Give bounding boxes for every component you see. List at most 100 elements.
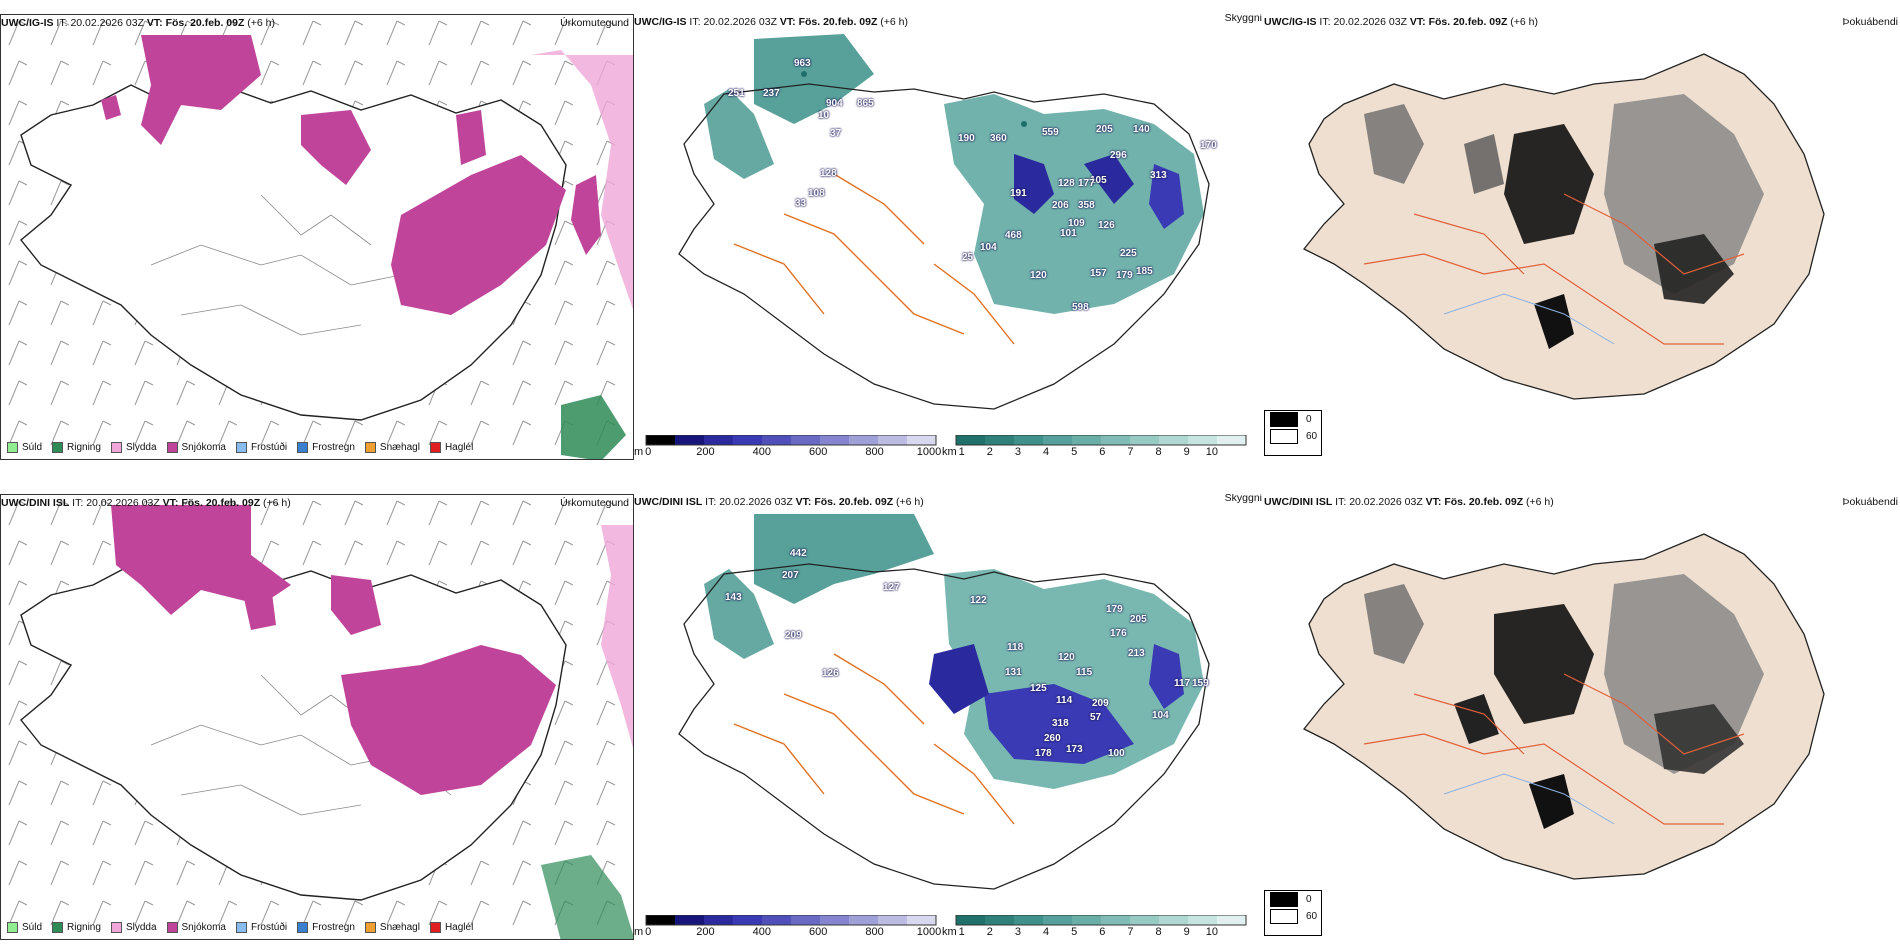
station-value-label: 191 [1010, 188, 1027, 199]
station-value-label: 108 [808, 188, 825, 199]
visibility-colorbar-swatches [955, 434, 1247, 446]
station-value-label: 207 [782, 570, 799, 581]
visibility-tick: 2 [986, 926, 993, 938]
fog-map-1 [1302, 53, 1825, 400]
station-value-label: 25 [962, 252, 974, 263]
visibility-tick: 3 [1014, 446, 1022, 458]
fog-panel-1: UWC/IG-IS IT: 20.02.2026 03Z VT: Fös. 20… [1264, 14, 1900, 460]
ceiling-tick: 600 [809, 926, 828, 938]
station-value-label: 120 [1058, 652, 1075, 663]
visibility-colorbar-swatches [955, 914, 1247, 926]
ceiling-unit: m [634, 926, 644, 938]
legend-item: Haglél [429, 922, 473, 933]
ceiling-tick: 200 [696, 446, 715, 458]
precip-type-panel-2: UWC/DINI ISL IT: 20.02.2026 03Z VT: Fös.… [0, 494, 634, 940]
panel-title-precip-2: Úrkomutegund [560, 497, 629, 509]
ceiling-visibility-panel-1: UWC/IG-IS IT: 20.02.2026 03Z VT: Fös. 20… [634, 14, 1264, 460]
legend-item: Frostregn [297, 922, 355, 933]
legend-swatch [52, 922, 64, 933]
station-value-label: 468 [1005, 230, 1022, 241]
visibility-tick: 8 [1155, 926, 1162, 938]
station-value-label: 313 [1150, 170, 1167, 181]
station-value-label: 143 [725, 592, 742, 603]
station-value-label: 185 [1136, 266, 1153, 277]
visibility-tick: 9 [1183, 926, 1190, 938]
fog-map-2 [1302, 533, 1825, 880]
legend-swatch [7, 922, 18, 933]
station-value-label: 237 [763, 88, 780, 99]
ceiling-tick: 0 [645, 446, 652, 458]
station-value-label: 213 [1128, 648, 1145, 659]
legend-swatch [364, 442, 376, 453]
legend-swatch [429, 442, 441, 453]
station-value-label: 190 [958, 133, 975, 144]
station-value-label: 128 [1058, 178, 1075, 189]
visibility-tick: 7 [1127, 446, 1134, 458]
panel-header-2a: UWC/DINI ISL IT: 20.02.2026 03Z VT: Fös.… [1, 497, 291, 509]
legend-item: Snæhagl [364, 922, 420, 933]
station-value-label: 57 [1090, 712, 1102, 723]
station-value-label: 157 [1090, 268, 1107, 279]
ceiling-visibility-panel-2: UWC/DINI ISL IT: 20.02.2026 03Z VT: Fös.… [634, 494, 1264, 940]
fog-panel-2: UWC/DINI ISL IT: 20.02.2026 03Z VT: Fös.… [1264, 494, 1900, 940]
station-value-label: 37 [830, 128, 842, 139]
visibility-tick: 10 [1205, 926, 1219, 938]
legend-swatch [235, 922, 247, 933]
legend-item: Frostúði [235, 922, 287, 933]
legend-swatch [166, 442, 178, 453]
ceiling-tick: 1000 [916, 446, 942, 458]
ceiling-colorbar-swatches [645, 434, 937, 446]
ceiling-tick: 800 [865, 926, 884, 938]
ceiling-colorbar-1: m 0 200 400 600 800 1000 [634, 434, 941, 458]
station-value-label: 178 [1035, 748, 1052, 759]
ceiling-tick: 400 [752, 926, 772, 938]
station-value-label: 598 [1072, 302, 1089, 313]
station-value-label: 115 [1076, 667, 1093, 678]
visibility-colorbar-2: km 1 2 3 4 5 6 7 8 9 10 [942, 914, 1262, 938]
station-value-label: 109 [1068, 218, 1085, 229]
station-value-label: 173 [1066, 744, 1083, 755]
precip-legend-2: Súld Rigning Slydda Snjókoma Frostúði Fr… [7, 922, 473, 933]
visibility-tick: 8 [1155, 446, 1162, 458]
station-value-label: 117 [1174, 678, 1191, 689]
visibility-tick: 9 [1183, 446, 1190, 458]
ceiling-tick: 800 [865, 446, 884, 458]
legend-item: Snjókoma [166, 442, 226, 453]
station-value-label: 904 [826, 98, 843, 109]
station-value-label: 318 [1052, 718, 1069, 729]
fog-swatch [1270, 429, 1298, 444]
station-value-label: 209 [1092, 698, 1109, 709]
station-value-label: 127 [883, 582, 900, 593]
station-value-label: 205 [1130, 614, 1147, 625]
legend-item: Súld [7, 442, 42, 453]
visibility-tick: 2 [986, 446, 993, 458]
visibility-unit: km [942, 926, 957, 938]
panel-header-1a: UWC/IG-IS IT: 20.02.2026 03Z VT: Fös. 20… [1, 17, 276, 29]
station-value-label: 177 [1078, 178, 1095, 189]
fog-legend-row: 0 [1265, 411, 1321, 428]
visibility-tick: 5 [1071, 446, 1078, 458]
panel-title-fog-1: Þokuábendi [1842, 16, 1898, 28]
station-value-label: 33 [795, 198, 807, 209]
legend-item: Rigning [52, 442, 101, 453]
station-value-label: 104 [980, 242, 997, 253]
station-value-label: 114 [1056, 695, 1073, 706]
fog-legend-2: 0 60 [1264, 890, 1322, 936]
fog-swatch [1270, 412, 1298, 427]
station-value-label: 159 [1192, 678, 1209, 689]
ceiling-colorbar-swatches [645, 914, 937, 926]
legend-swatch [7, 442, 18, 453]
station-value-label: 100 [1108, 748, 1125, 759]
legend-item: Haglél [429, 442, 473, 453]
legend-swatch [110, 922, 122, 933]
station-value-label: 559 [1042, 127, 1059, 138]
station-value-label: 205 [1096, 124, 1113, 135]
ceiling-unit: m [634, 446, 644, 458]
ceiling-tick: 600 [809, 446, 828, 458]
station-value-label: 296 [1110, 150, 1127, 161]
station-value-label: 225 [1120, 248, 1137, 259]
station-value-label: 170 [1200, 140, 1217, 151]
station-value-label: 176 [1110, 628, 1127, 639]
legend-swatch [429, 922, 441, 933]
legend-swatch [166, 922, 178, 933]
